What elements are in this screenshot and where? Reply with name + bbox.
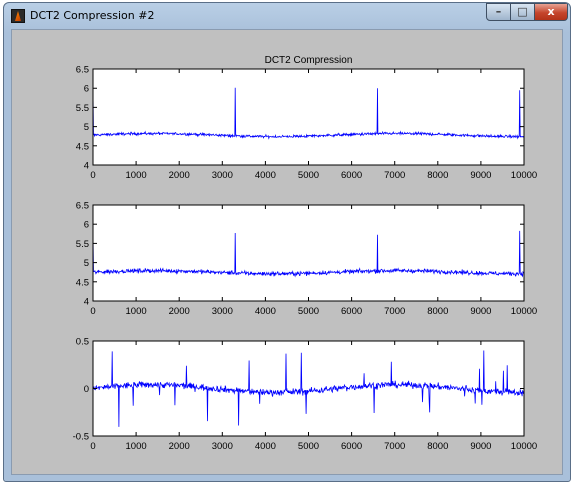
x-tick-label: 5000	[298, 170, 319, 181]
y-tick-label: 0	[84, 384, 89, 395]
window-title: DCT2 Compression #2	[30, 9, 155, 22]
y-tick-label: 5	[84, 122, 89, 133]
x-tick-label: 5000	[298, 306, 319, 317]
x-tick-label: 1000	[126, 441, 147, 452]
x-tick-label: 4000	[255, 170, 276, 181]
axes-title: DCT2 Compression	[265, 55, 353, 66]
x-tick-label: 2000	[169, 170, 190, 181]
x-tick-label: 10000	[511, 170, 537, 181]
y-tick-label: 4.5	[76, 141, 89, 152]
axes-background	[93, 205, 524, 301]
y-tick-label: 4	[84, 161, 89, 172]
x-tick-label: 6000	[341, 441, 362, 452]
x-tick-label: 1000	[126, 170, 147, 181]
x-tick-label: 0	[90, 170, 95, 181]
matlab-icon	[11, 9, 25, 23]
y-tick-label: 5	[84, 258, 89, 269]
x-tick-label: 5000	[298, 441, 319, 452]
x-tick-label: 7000	[384, 306, 405, 317]
title-bar[interactable]: DCT2 Compression #2	[4, 3, 570, 29]
x-tick-label: 0	[90, 306, 95, 317]
y-tick-label: 4.5	[76, 277, 89, 288]
plots-svg: 0 1000 2000 3000 4000 5000 6000 7000 8000 9000 100…	[73, 55, 538, 453]
y-tick-label: 5.5	[76, 239, 89, 250]
x-tick-label: 7000	[384, 441, 405, 452]
axes-1: 0 1000 2000 3000 4000 5000 6000 7000 8000 9000 100…	[76, 55, 537, 181]
x-tick-label: 10000	[511, 441, 537, 452]
axes-background	[93, 69, 524, 165]
x-tick-label: 7000	[384, 170, 405, 181]
x-tick-label: 0	[90, 441, 95, 452]
y-tick-label: 6	[84, 84, 89, 95]
y-tick-label: 0.5	[76, 337, 89, 348]
axes-2: 0 1000 2000 3000 4000 5000 6000 7000 8000 9000 100…	[76, 201, 537, 318]
x-tick-label: 4000	[255, 306, 276, 317]
x-tick-label: 8000	[427, 170, 448, 181]
x-tick-label: 2000	[169, 306, 190, 317]
x-tick-label: 3000	[212, 441, 233, 452]
y-tick-label: 4	[84, 297, 89, 308]
x-tick-label: 1000	[126, 306, 147, 317]
x-tick-label: 4000	[255, 441, 276, 452]
x-tick-label: 9000	[470, 441, 491, 452]
figure-window: DCT2 Compression #2 – □ x 0 1000 2000 3000 4…	[3, 2, 571, 482]
x-tick-label: 9000	[470, 306, 491, 317]
x-tick-label: 6000	[341, 306, 362, 317]
x-tick-label: 8000	[427, 441, 448, 452]
x-tick-label: 3000	[212, 170, 233, 181]
signal-line	[92, 87, 525, 140]
axes-background	[93, 341, 524, 436]
y-tick-label: -0.5	[73, 432, 89, 443]
x-tick-label: 8000	[427, 306, 448, 317]
x-tick-label: 3000	[212, 306, 233, 317]
y-tick-label: 5.5	[76, 103, 89, 114]
y-tick-label: 6	[84, 220, 89, 231]
x-tick-label: 10000	[511, 306, 537, 317]
figure-canvas: 0 1000 2000 3000 4000 5000 6000 7000 8000 9000 100…	[11, 29, 563, 475]
minimize-button[interactable]: –	[486, 3, 511, 21]
axes-3: 0 1000 2000 3000 4000 5000 6000 7000 8000 9000 100…	[73, 337, 538, 453]
x-tick-label: 2000	[169, 441, 190, 452]
y-tick-label: 6.5	[76, 65, 89, 76]
x-tick-label: 9000	[470, 170, 491, 181]
signal-line	[92, 350, 525, 427]
y-tick-label: 6.5	[76, 201, 89, 212]
maximize-button[interactable]: □	[510, 3, 535, 21]
close-button[interactable]: x	[534, 3, 568, 21]
x-tick-label: 6000	[341, 170, 362, 181]
signal-line	[92, 230, 525, 278]
